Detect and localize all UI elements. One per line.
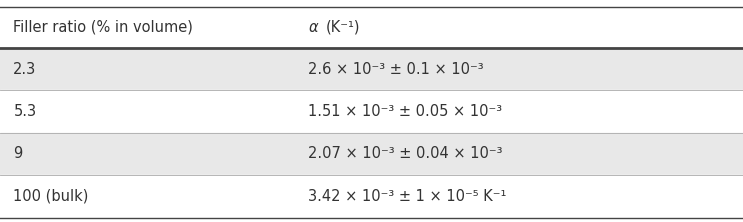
Text: 100 (bulk): 100 (bulk): [13, 189, 88, 204]
Bar: [0, 7, 743, 48]
Bar: [0, 90, 743, 133]
Bar: [0, 48, 743, 90]
Text: 2.07 × 10⁻³ ± 0.04 × 10⁻³: 2.07 × 10⁻³ ± 0.04 × 10⁻³: [308, 146, 503, 161]
Text: α: α: [308, 20, 318, 35]
Text: (K⁻¹): (K⁻¹): [325, 20, 360, 35]
Text: 2.3: 2.3: [13, 61, 36, 77]
Text: Filler ratio (% in volume): Filler ratio (% in volume): [13, 20, 193, 35]
Text: 2.6 × 10⁻³ ± 0.1 × 10⁻³: 2.6 × 10⁻³ ± 0.1 × 10⁻³: [308, 61, 484, 77]
Text: 5.3: 5.3: [13, 104, 36, 119]
Text: 9: 9: [13, 146, 22, 161]
Bar: [0, 133, 743, 175]
Bar: [0, 175, 743, 218]
Text: 3.42 × 10⁻³ ± 1 × 10⁻⁵ K⁻¹: 3.42 × 10⁻³ ± 1 × 10⁻⁵ K⁻¹: [308, 189, 507, 204]
Text: 1.51 × 10⁻³ ± 0.05 × 10⁻³: 1.51 × 10⁻³ ± 0.05 × 10⁻³: [308, 104, 502, 119]
